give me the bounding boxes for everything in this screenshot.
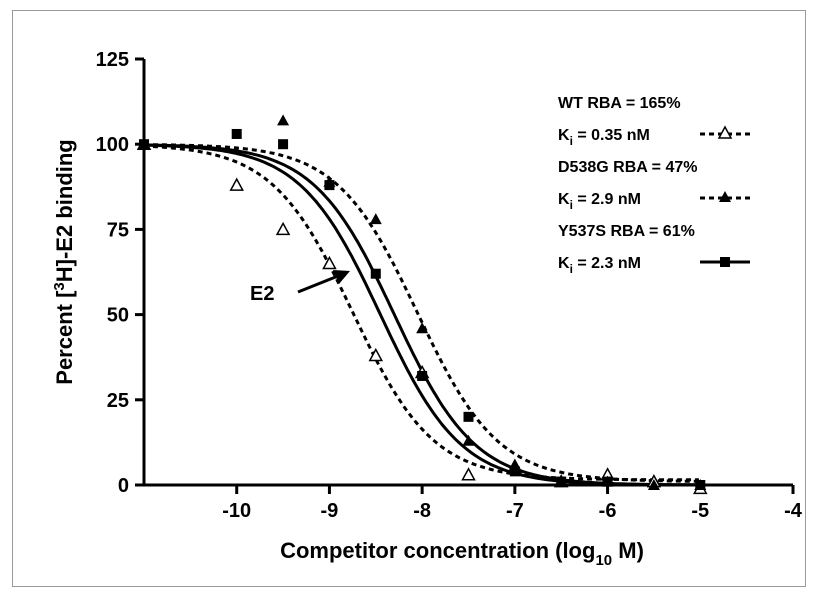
marker-wt_dashed	[461, 467, 476, 481]
y-tick-label: 50	[107, 305, 129, 327]
y-axis-label: Percent [3H]-E2 binding	[51, 139, 77, 384]
marker-y537s_solid	[231, 128, 242, 139]
marker-y537s_solid	[509, 466, 520, 477]
legend: WT RBA = 165% Ki = 0.35 nM D538G RBA = 4…	[558, 95, 750, 276]
legend-y537s-rba: Y537S RBA = 61%	[558, 223, 695, 240]
e2-annotation-arrow	[297, 270, 350, 294]
x-axis-label: Competitor concentration (log10 M)	[280, 538, 644, 569]
x-tick-label: -8	[413, 500, 431, 522]
legend-wt-rba: WT RBA = 165%	[558, 95, 681, 112]
legend-wt-swatch	[700, 125, 750, 139]
marker-y537s_solid	[602, 476, 613, 487]
x-tick-label: -7	[506, 500, 524, 522]
legend-d538g-rba: D538G RBA = 47%	[558, 159, 697, 176]
marker-d538g_dashed	[416, 322, 429, 334]
marker-d538g_dashed	[277, 114, 290, 126]
y-tick-label: 0	[118, 475, 129, 497]
marker-wt_dashed	[275, 221, 291, 236]
legend-y537s-ki: Ki = 2.3 nM	[558, 255, 641, 276]
x-tick-label: -4	[784, 500, 803, 522]
marker-y537s_solid	[370, 268, 381, 279]
legend-wt-ki: Ki = 0.35 nM	[558, 127, 650, 148]
e2-annotation-label: E2	[250, 283, 274, 305]
marker-y537s_solid	[278, 139, 289, 150]
marker-wt_dashed	[229, 177, 244, 191]
x-tick-label: -9	[321, 500, 339, 522]
marker-d538g_dashed	[369, 213, 382, 225]
legend-d538g-ki: Ki = 2.9 nM	[558, 191, 641, 212]
y-tick-label: 75	[107, 219, 129, 241]
marker-wt_dashed	[368, 347, 384, 362]
x-tick-label: -10	[222, 500, 251, 522]
y-tick-label: 125	[96, 49, 129, 71]
legend-y537s-swatch	[700, 257, 750, 267]
marker-y537s_solid	[417, 370, 428, 381]
x-tick-label: -5	[691, 500, 709, 522]
chart-frame	[12, 10, 806, 587]
data-markers	[136, 114, 708, 495]
marker-d538g_dashed	[647, 479, 660, 490]
y-tick-label: 25	[107, 390, 129, 412]
legend-d538g-swatch	[700, 191, 750, 202]
marker-y537s_solid	[324, 180, 335, 191]
marker-y537s_solid	[139, 139, 149, 150]
y-tick-label: 100	[96, 134, 129, 156]
marker-y537s_solid	[463, 411, 474, 422]
x-tick-label: -6	[599, 500, 617, 522]
marker-wt_dashed	[322, 255, 337, 270]
marker-y537s_solid	[695, 480, 706, 490]
marker-d538g_dashed	[462, 434, 475, 446]
marker-y537s_solid	[556, 476, 567, 487]
